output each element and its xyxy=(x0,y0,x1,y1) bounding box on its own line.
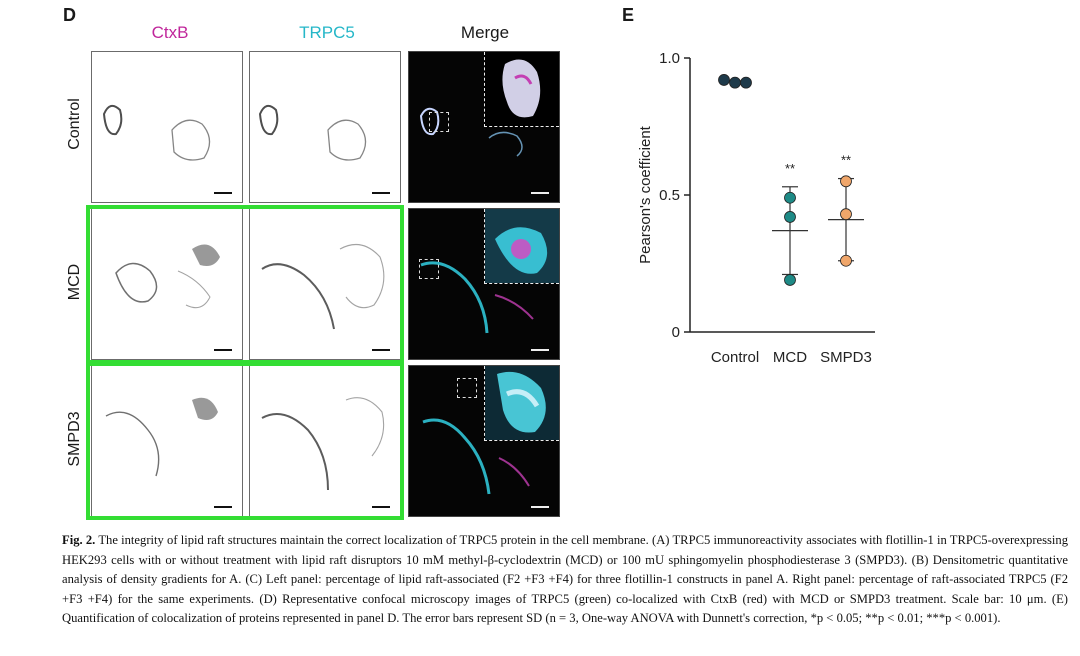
image-mcd-merge xyxy=(408,208,560,360)
row-label-mcd: MCD xyxy=(66,263,83,301)
caption-text: The integrity of lipid raft structures m… xyxy=(62,533,1069,626)
zoom-inset xyxy=(484,366,559,441)
zoom-region-box xyxy=(429,112,449,132)
scale-bar xyxy=(531,506,549,508)
data-point xyxy=(784,274,796,286)
image-mcd-trpc5 xyxy=(249,208,401,360)
x-category-label: SMPD3 xyxy=(820,349,872,366)
zoom-region-box xyxy=(457,378,477,398)
col-header-ctxb: CtxB xyxy=(151,23,189,42)
zoom-inset xyxy=(484,209,559,284)
image-control-trpc5 xyxy=(249,51,401,203)
data-point xyxy=(840,208,852,221)
data-point xyxy=(740,76,752,89)
image-smpd3-merge xyxy=(408,365,560,517)
y-tick-label: 1.0 xyxy=(659,50,680,67)
image-control-ctxb xyxy=(91,51,243,203)
data-point xyxy=(840,175,852,188)
y-tick-label: 0 xyxy=(672,324,680,341)
y-tick-label: 0.5 xyxy=(659,187,680,204)
row-label-control: Control xyxy=(66,98,83,150)
panel-d-letter: D xyxy=(63,5,76,25)
highlight-frame-smpd3 xyxy=(86,362,404,520)
figure-caption: Fig. 2. The integrity of lipid raft stru… xyxy=(62,531,1068,629)
scale-bar xyxy=(372,506,390,508)
data-point xyxy=(784,211,796,223)
y-axis-label: Pearson's coefficient xyxy=(637,125,654,263)
scale-bar xyxy=(372,192,390,194)
zoom-inset xyxy=(484,52,559,127)
pearson-chart: 0 0.5 1.0 Pearson's coefficient Control MCD SM… xyxy=(637,50,875,366)
zoom-region-box xyxy=(419,259,439,279)
col-header-merge: Merge xyxy=(460,23,510,42)
scale-bar xyxy=(531,349,549,351)
data-point xyxy=(729,76,741,89)
image-mcd-ctxb xyxy=(91,208,243,360)
data-point xyxy=(784,191,796,204)
row-label-smpd3: SMPD3 xyxy=(66,411,83,467)
col-header-trpc5: TRPC5 xyxy=(299,23,355,42)
scale-bar xyxy=(531,192,549,194)
scale-bar xyxy=(214,506,232,508)
caption-label: Fig. 2. xyxy=(62,533,96,547)
significance-label: ** xyxy=(785,161,795,176)
data-point xyxy=(840,254,852,267)
scale-bar xyxy=(214,192,232,194)
x-category-label: Control xyxy=(711,349,759,366)
panel-e-letter: E xyxy=(622,5,635,25)
significance-label: ** xyxy=(841,153,851,168)
x-category-label: MCD xyxy=(773,349,807,366)
data-point xyxy=(718,74,730,86)
image-control-merge xyxy=(408,51,560,203)
scale-bar xyxy=(214,349,232,351)
highlight-frame-mcd xyxy=(86,205,404,364)
scale-bar xyxy=(372,349,390,351)
